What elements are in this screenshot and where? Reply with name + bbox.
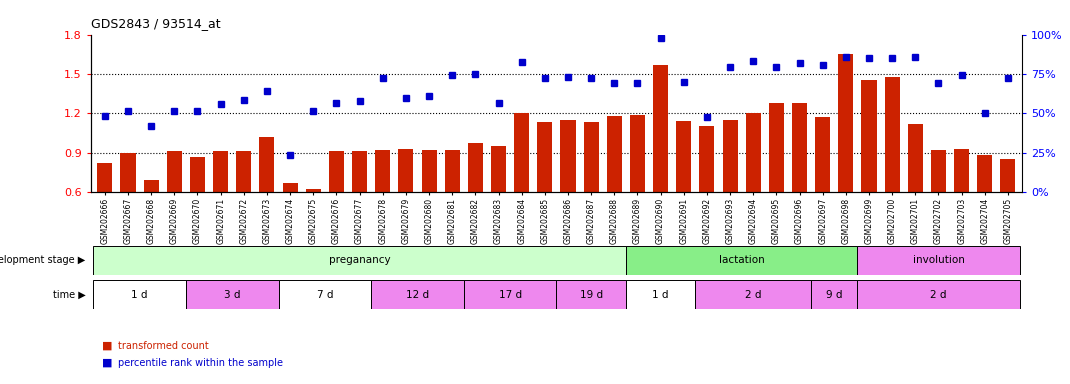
Text: 2 d: 2 d [930, 290, 947, 300]
Text: preganancy: preganancy [328, 255, 391, 265]
Bar [445, 150, 460, 192]
Bar [676, 121, 691, 192]
Text: 3 d: 3 d [224, 290, 241, 300]
Bar [857, 246, 1020, 275]
Bar [93, 246, 626, 275]
Bar [838, 54, 854, 192]
Bar [143, 180, 158, 192]
Bar [121, 153, 136, 192]
Bar [306, 189, 321, 192]
Text: 1 d: 1 d [653, 290, 669, 300]
Bar [769, 103, 784, 192]
Bar [468, 144, 483, 192]
Bar [97, 163, 112, 192]
Bar [398, 149, 413, 192]
Bar [653, 65, 668, 192]
Bar [811, 280, 857, 309]
Text: ■: ■ [102, 341, 112, 351]
Bar [746, 113, 761, 192]
Bar [885, 76, 900, 192]
Text: development stage ▶: development stage ▶ [0, 255, 86, 265]
Bar [607, 116, 622, 192]
Bar [422, 150, 437, 192]
Bar [352, 151, 367, 192]
Text: 17 d: 17 d [499, 290, 522, 300]
Text: lactation: lactation [719, 255, 765, 265]
Text: GDS2843 / 93514_at: GDS2843 / 93514_at [91, 17, 220, 30]
Bar [556, 280, 626, 309]
Text: involution: involution [913, 255, 964, 265]
Bar [722, 120, 737, 192]
Bar [857, 280, 1020, 309]
Bar [371, 280, 463, 309]
Text: 12 d: 12 d [406, 290, 429, 300]
Text: transformed count: transformed count [118, 341, 209, 351]
Bar [282, 183, 297, 192]
Bar [954, 149, 969, 192]
Bar [696, 280, 811, 309]
Bar [259, 137, 275, 192]
Text: percentile rank within the sample: percentile rank within the sample [118, 358, 282, 368]
Bar [792, 103, 807, 192]
Bar [93, 280, 186, 309]
Bar [278, 280, 371, 309]
Text: ■: ■ [102, 358, 112, 368]
Bar [630, 114, 645, 192]
Bar [491, 146, 506, 192]
Bar [213, 151, 228, 192]
Text: 7 d: 7 d [317, 290, 333, 300]
Bar [376, 150, 391, 192]
Bar [626, 280, 696, 309]
Bar [463, 280, 556, 309]
Bar [907, 124, 922, 192]
Bar [190, 157, 205, 192]
Bar [236, 151, 251, 192]
Bar [537, 122, 552, 192]
Bar [700, 126, 715, 192]
Text: 1 d: 1 d [132, 290, 148, 300]
Bar [626, 246, 857, 275]
Bar [167, 151, 182, 192]
Bar [861, 81, 876, 192]
Text: 9 d: 9 d [826, 290, 842, 300]
Bar [328, 151, 343, 192]
Bar [186, 280, 278, 309]
Text: 2 d: 2 d [745, 290, 762, 300]
Bar [561, 120, 576, 192]
Bar [931, 150, 946, 192]
Bar [1000, 159, 1015, 192]
Text: 19 d: 19 d [580, 290, 602, 300]
Bar [515, 113, 530, 192]
Text: time ▶: time ▶ [52, 290, 86, 300]
Bar [815, 117, 830, 192]
Bar [977, 155, 992, 192]
Bar [583, 122, 598, 192]
